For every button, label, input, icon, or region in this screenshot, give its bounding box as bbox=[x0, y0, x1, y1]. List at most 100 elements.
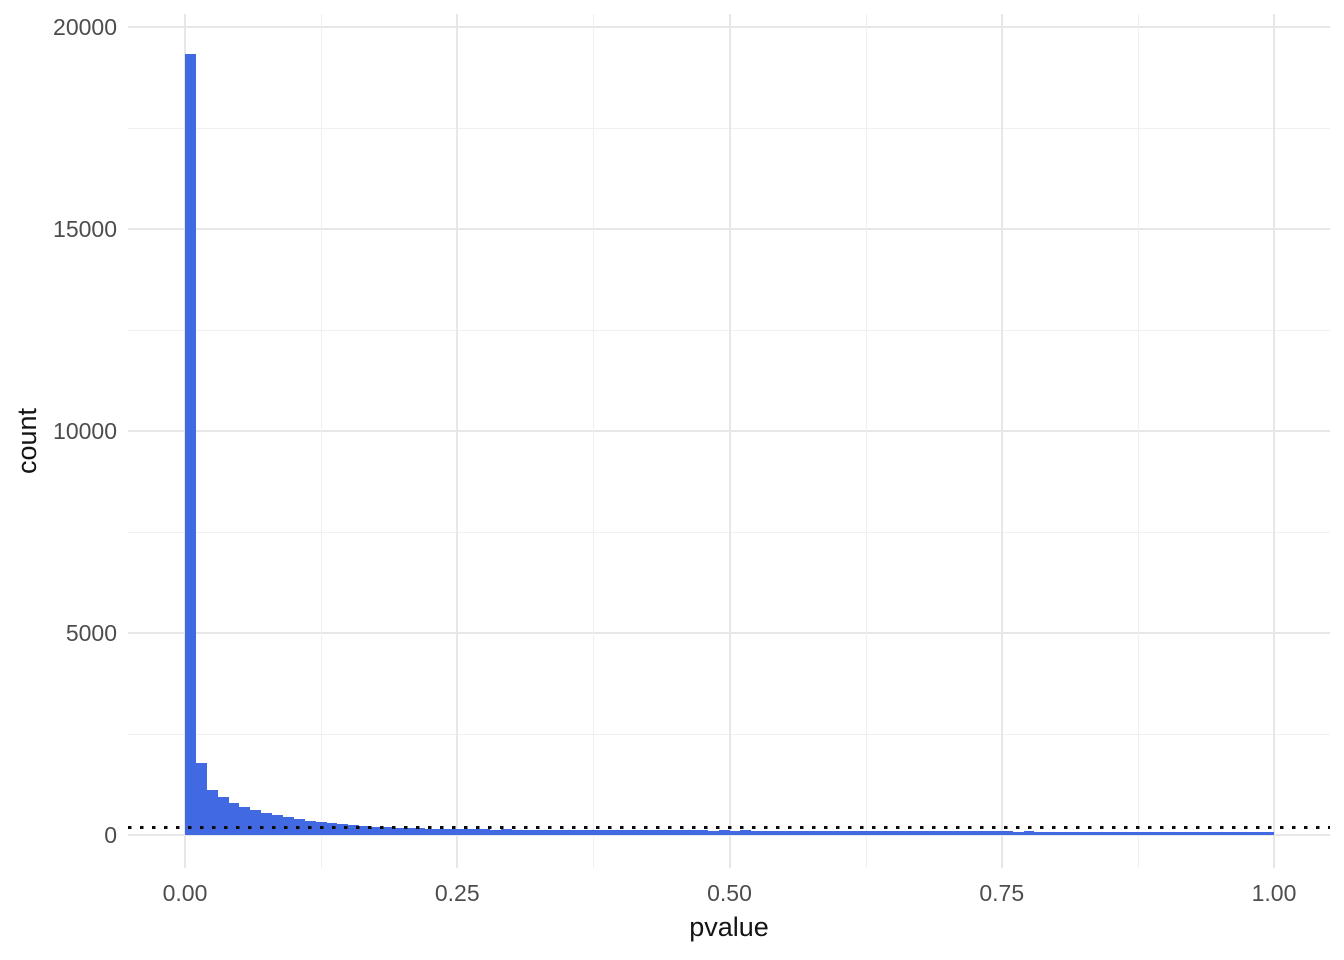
histogram-bar bbox=[523, 829, 533, 835]
v-gridline-major bbox=[456, 14, 459, 868]
histogram-bar bbox=[501, 829, 512, 835]
histogram-bar bbox=[392, 827, 403, 835]
histogram-bar bbox=[512, 829, 523, 835]
histogram-bar bbox=[1013, 831, 1024, 835]
histogram-bar bbox=[1230, 832, 1241, 835]
histogram-bar bbox=[1034, 831, 1045, 835]
histogram-bar bbox=[926, 831, 936, 835]
histogram-bar bbox=[261, 812, 272, 835]
histogram-bar bbox=[1067, 831, 1078, 835]
histogram-bar bbox=[1089, 831, 1100, 835]
histogram-bar bbox=[348, 825, 359, 835]
histogram-bar bbox=[337, 824, 348, 835]
histogram-bar bbox=[860, 831, 871, 835]
histogram-bar bbox=[610, 829, 621, 835]
v-gridline-major bbox=[728, 14, 731, 868]
v-gridline-minor bbox=[865, 14, 867, 868]
histogram-bar bbox=[871, 831, 882, 835]
y-tick-label: 20000 bbox=[53, 14, 117, 40]
histogram-bar bbox=[686, 830, 697, 835]
y-tick-label: 15000 bbox=[53, 216, 117, 242]
histogram-bar bbox=[381, 827, 392, 835]
histogram-bar bbox=[631, 830, 642, 835]
histogram-bar bbox=[740, 830, 751, 835]
histogram-bar bbox=[1143, 831, 1154, 835]
histogram-bar bbox=[621, 830, 631, 835]
histogram-bar bbox=[708, 830, 719, 835]
histogram-bar bbox=[882, 831, 893, 835]
histogram-bar bbox=[544, 829, 555, 835]
histogram-bar bbox=[1078, 831, 1089, 835]
histogram-bar bbox=[806, 830, 817, 835]
histogram-bar bbox=[403, 828, 414, 835]
histogram-bar bbox=[468, 829, 479, 835]
histogram-bar bbox=[969, 831, 980, 835]
y-tick-label: 10000 bbox=[53, 418, 117, 444]
histogram-bar bbox=[719, 830, 730, 835]
histogram-bar bbox=[675, 830, 686, 835]
histogram-bar bbox=[370, 826, 381, 835]
histogram-bar bbox=[849, 830, 860, 835]
histogram-bar bbox=[730, 830, 740, 835]
histogram-bar bbox=[577, 829, 588, 835]
v-gridline-minor bbox=[1137, 14, 1139, 868]
histogram-bar bbox=[1100, 831, 1111, 835]
y-tick-label: 0 bbox=[104, 822, 117, 848]
histogram-bar bbox=[817, 830, 828, 835]
histogram-bar bbox=[751, 830, 762, 835]
histogram-bar bbox=[327, 823, 337, 835]
histogram-bar bbox=[1154, 831, 1165, 835]
histogram-bar bbox=[947, 831, 958, 835]
histogram-bar bbox=[1198, 831, 1209, 835]
histogram-bar bbox=[1024, 831, 1034, 835]
histogram-bar bbox=[588, 829, 599, 835]
x-tick-label: 0.25 bbox=[434, 880, 480, 906]
v-gridline-major bbox=[1273, 14, 1275, 868]
histogram-bar bbox=[446, 828, 457, 835]
histogram-bar bbox=[1241, 832, 1252, 835]
histogram-bar bbox=[1165, 831, 1176, 835]
histogram-bar bbox=[1056, 831, 1067, 835]
histogram-bar bbox=[893, 831, 904, 835]
histogram-bar bbox=[185, 54, 196, 835]
histogram-bar bbox=[991, 831, 1002, 835]
histogram-bar bbox=[566, 829, 577, 835]
histogram-bar bbox=[239, 807, 250, 835]
histogram-bar bbox=[1187, 831, 1198, 835]
histogram-bar bbox=[762, 830, 773, 835]
x-tick-label: 1.00 bbox=[1251, 880, 1297, 906]
histogram-bar bbox=[1122, 831, 1132, 835]
x-tick-label: 0.75 bbox=[979, 880, 1025, 906]
histogram-bar bbox=[904, 831, 915, 835]
v-gridline-major bbox=[1000, 14, 1003, 868]
histogram-bar bbox=[1176, 831, 1187, 835]
histogram-bar bbox=[1132, 831, 1143, 835]
histogram-bar bbox=[218, 796, 229, 835]
histogram-bar bbox=[1045, 831, 1056, 835]
histogram-bar bbox=[1002, 831, 1013, 835]
histogram-bar bbox=[773, 830, 784, 835]
histogram-bar bbox=[533, 829, 544, 835]
histogram-bar bbox=[642, 830, 653, 835]
histogram-bar bbox=[414, 828, 425, 835]
histogram-bar bbox=[838, 831, 849, 835]
histogram-bar bbox=[425, 828, 435, 835]
histogram-bar bbox=[207, 789, 218, 835]
histogram-bar bbox=[457, 829, 468, 835]
histogram-bar bbox=[435, 829, 446, 835]
histogram-bar bbox=[980, 831, 991, 835]
histogram-bar bbox=[490, 829, 501, 835]
histogram-bar bbox=[229, 802, 239, 835]
histogram-bar bbox=[272, 815, 283, 835]
histogram-bar bbox=[795, 830, 806, 835]
x-tick-label: 0.50 bbox=[707, 880, 752, 906]
histogram-bar bbox=[250, 809, 261, 835]
histogram-bar bbox=[1263, 832, 1274, 835]
histogram-bar bbox=[599, 830, 610, 835]
histogram-bar bbox=[1209, 832, 1220, 835]
v-gridline-minor bbox=[321, 14, 323, 868]
histogram-bar bbox=[555, 829, 566, 835]
x-axis-title: pvalue bbox=[689, 912, 769, 942]
histogram-bar bbox=[915, 831, 926, 835]
